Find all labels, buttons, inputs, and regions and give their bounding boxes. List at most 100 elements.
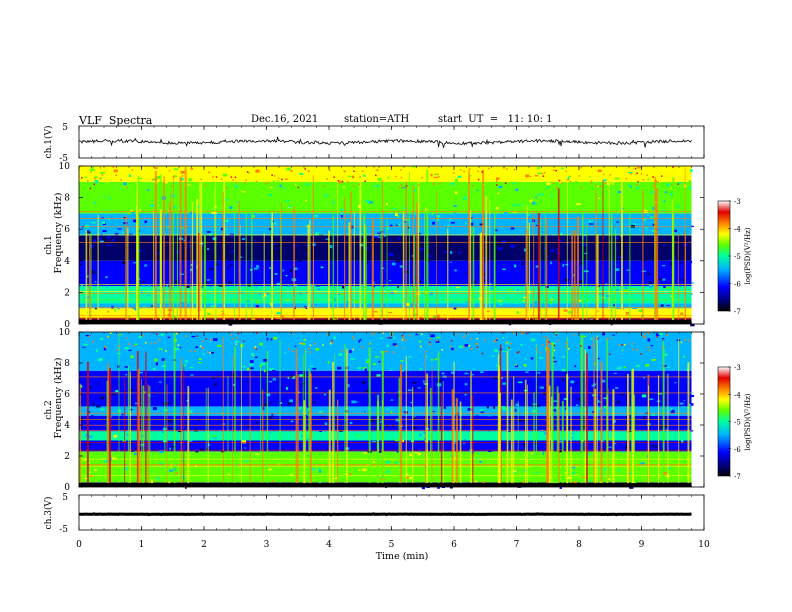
spectrogram-speckle (690, 169, 693, 172)
spectrogram-speckle (526, 350, 531, 353)
spectrogram-speckle (494, 349, 498, 352)
spectrogram-speckle (254, 240, 257, 242)
spectrogram-speckle (240, 344, 244, 348)
spectrogram-speckle (222, 423, 226, 425)
spectrogram-speckle (628, 183, 631, 187)
spectrogram-hot-spot (643, 336, 646, 338)
spectrogram-speckle (357, 398, 360, 401)
spectrogram-hot-spot (210, 339, 212, 341)
sferic-streak (381, 180, 383, 324)
spectrogram-hot-spot (632, 348, 635, 351)
spectrogram-speckle (211, 167, 215, 171)
spectrogram-speckle (349, 473, 352, 476)
spectrogram-speckle (99, 357, 103, 361)
narrowband-line (79, 419, 692, 421)
spectrogram-speckle (190, 264, 193, 267)
spectrogram-speckle (340, 214, 343, 218)
sferic-streak (176, 200, 179, 324)
spectrogram-speckle (516, 347, 519, 350)
sferic-streak (497, 353, 500, 487)
spectrogram-hot-spot (309, 344, 312, 347)
sferic-streak (544, 213, 546, 324)
sferic-streak (596, 234, 599, 324)
spectrogram-hot-spot (636, 348, 639, 351)
spectrogram-speckle (538, 445, 543, 448)
spectrogram-speckle (156, 176, 161, 179)
spectrogram-speckle (577, 362, 581, 365)
spectrogram-hot-spot (652, 185, 655, 187)
spectrogram-speckle (452, 302, 454, 306)
spectrogram-speckle (586, 270, 589, 273)
spectrogram-hot-spot (476, 343, 479, 345)
spectrogram-speckle (688, 260, 693, 264)
spectrogram-hot-spot (296, 168, 299, 170)
spectrogram-speckle (576, 203, 581, 206)
spectrogram-speckle (690, 225, 694, 228)
spectrogram-hot-spot (291, 350, 294, 352)
spectrogram-hot-spot (512, 332, 515, 335)
spectrogram-speckle (213, 338, 218, 341)
spectrogram-speckle (405, 473, 409, 477)
spectrogram-speckle (261, 356, 266, 358)
sferic-streak (557, 392, 560, 487)
spectrogram-speckle (267, 402, 272, 404)
spectrogram-speckle (690, 392, 693, 394)
spectrogram-ytick-label: 8 (64, 194, 70, 204)
sferic-streak (97, 214, 99, 324)
spectrogram-speckle (259, 293, 262, 295)
spectrogram-speckle (477, 288, 480, 292)
sferic-streak (147, 384, 149, 487)
spectrogram-hot-spot (118, 345, 121, 347)
spectrogram-speckle (320, 266, 324, 269)
spectrogram-speckle (215, 453, 219, 456)
spectrogram-speckle (86, 275, 89, 278)
spectrogram-speckle (518, 419, 522, 422)
spectrogram-speckle (558, 259, 562, 263)
spectrogram-speckle (124, 346, 129, 350)
spectrogram-speckle (476, 407, 482, 410)
spectrogram-speckle (532, 202, 535, 205)
spectrogram-speckle (268, 194, 272, 197)
spectrogram-hot-spot (429, 343, 431, 346)
spectrogram-speckle (245, 355, 248, 357)
spectrogram-hot-spot (420, 345, 422, 348)
spectrogram-hot-spot (559, 181, 561, 184)
spectrogram-speckle (118, 478, 123, 481)
spectrogram-speckle (491, 355, 495, 358)
spectrogram-speckle (689, 186, 692, 190)
spectrogram-speckle (470, 382, 474, 385)
spectrogram-hot-spot (304, 168, 306, 170)
spectrogram-speckle (107, 218, 111, 220)
spectrogram-speckle (274, 273, 278, 275)
spectrogram-speckle (369, 341, 372, 345)
spectrogram-speckle (90, 244, 94, 248)
spectrogram-speckle (471, 369, 475, 371)
spectrogram-speckle (562, 263, 565, 267)
spectrogram-speckle (198, 362, 202, 364)
spectrogram-speckle (490, 256, 495, 258)
spectrogram-speckle (177, 429, 182, 433)
spectrogram-speckle (231, 250, 235, 253)
spectrogram-hot-spot (344, 170, 347, 173)
narrowband-line (79, 412, 692, 414)
spectrogram-speckle (179, 177, 184, 181)
spectrogram-speckle (465, 222, 467, 225)
sferic-streak (239, 225, 241, 324)
spectrogram-speckle (522, 299, 525, 302)
spectrogram-speckle (449, 251, 453, 254)
spectrogram-hot-spot (199, 345, 202, 348)
spectrogram-speckle (294, 245, 299, 247)
spectrogram-speckle (222, 173, 228, 177)
spectrogram-speckle (288, 205, 293, 208)
spectrogram-speckle (199, 448, 205, 451)
sferic-streak (584, 349, 586, 487)
spectrogram-band (79, 431, 692, 441)
spectrogram-speckle (159, 462, 163, 466)
spectrogram-speckle (403, 221, 407, 223)
spectrogram-speckle (527, 396, 529, 398)
spectrogram-speckle (405, 303, 410, 307)
spectrogram-speckle (144, 220, 148, 224)
spectrogram-speckle (290, 215, 293, 218)
spectrogram-speckle (556, 248, 559, 251)
spectrogram-speckle (640, 462, 645, 465)
